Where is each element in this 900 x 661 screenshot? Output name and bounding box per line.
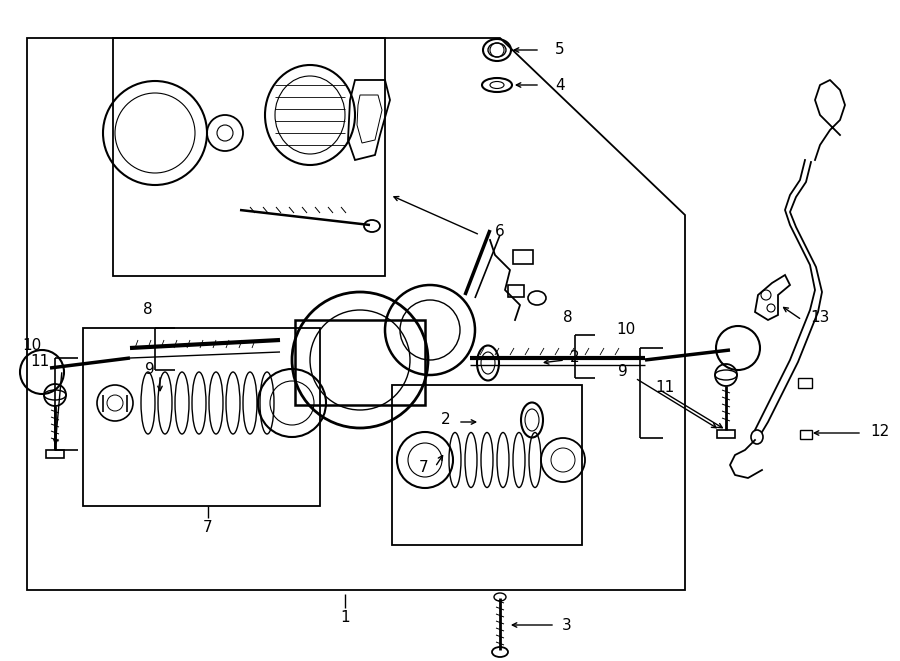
- Bar: [46, 450, 64, 458]
- Text: 3: 3: [562, 617, 572, 633]
- Text: 12: 12: [870, 424, 889, 440]
- Text: 6: 6: [495, 225, 505, 239]
- Text: 5: 5: [555, 42, 564, 58]
- Bar: [508, 285, 524, 297]
- Text: 9: 9: [618, 364, 628, 379]
- Text: 4: 4: [555, 77, 564, 93]
- Text: 10: 10: [616, 323, 636, 338]
- Bar: [798, 378, 812, 388]
- Bar: [717, 430, 735, 438]
- Text: 8: 8: [143, 303, 153, 317]
- Bar: [800, 430, 812, 439]
- Text: 10: 10: [22, 338, 42, 352]
- Bar: [295, 320, 425, 405]
- Bar: [83, 328, 320, 506]
- Text: 11: 11: [655, 379, 674, 395]
- Text: 1: 1: [340, 609, 350, 625]
- Text: 7: 7: [203, 520, 212, 535]
- Text: 11: 11: [31, 354, 50, 369]
- Bar: [392, 385, 582, 545]
- Text: 13: 13: [810, 311, 830, 325]
- Text: 8: 8: [563, 311, 572, 325]
- Bar: [513, 250, 533, 264]
- Text: 7: 7: [418, 461, 428, 475]
- Text: 2: 2: [570, 350, 580, 366]
- Bar: [113, 38, 385, 276]
- Text: 9: 9: [145, 362, 155, 377]
- Text: 2: 2: [440, 412, 450, 428]
